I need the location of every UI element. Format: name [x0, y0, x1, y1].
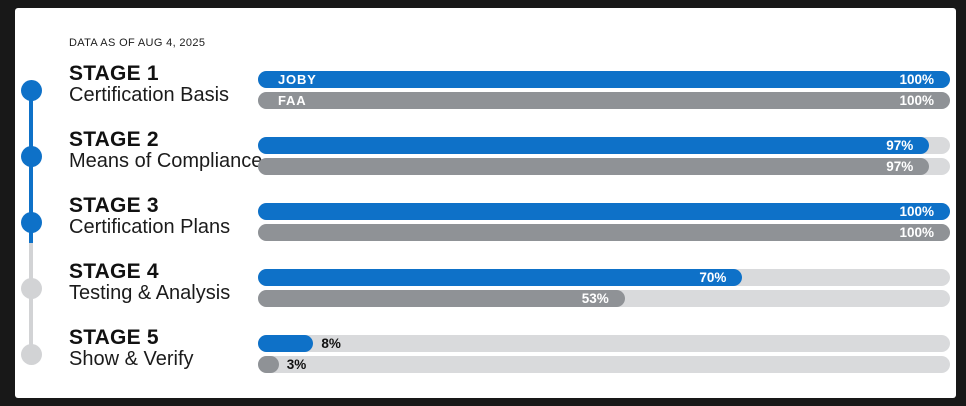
stage-title: STAGE 2 [69, 128, 159, 151]
faa-bar-track: 97% [258, 158, 950, 175]
timeline-segment [29, 156, 33, 222]
timeline-dot [20, 343, 42, 365]
faa-value-label: 3% [286, 357, 307, 372]
faa-value-label: 53% [581, 291, 609, 306]
faa-bar-fill: 100% [258, 224, 950, 241]
joby-bar-fill: JOBY 100% [258, 71, 950, 88]
timeline-dot [20, 79, 42, 101]
timeline-segment [29, 222, 33, 288]
faa-series-label: FAA [278, 93, 307, 108]
joby-bar-track: 8% [258, 335, 950, 352]
joby-bar-fill: 70% [258, 269, 743, 286]
faa-value-label: 100% [899, 93, 934, 108]
stage-row: STAGE 5 Show & Verify 8% 3% [15, 327, 956, 373]
timeline-dot [20, 145, 42, 167]
joby-value-label: 100% [899, 204, 934, 219]
joby-value-label: 97% [886, 138, 914, 153]
joby-value-label: 70% [699, 270, 727, 285]
faa-bar-fill: 53% [258, 290, 625, 307]
stage-subtitle: Certification Basis [69, 84, 230, 106]
stage-title: STAGE 1 [69, 62, 159, 85]
joby-value-label: 100% [899, 72, 934, 87]
timeline-dot [20, 277, 42, 299]
timeline-segment [29, 90, 33, 156]
stage-subtitle: Testing & Analysis [69, 282, 231, 304]
stage-row: STAGE 2 Means of Compliance 97% 97% [15, 129, 956, 175]
faa-bar-track: 3% [258, 356, 950, 373]
faa-value-label: 100% [899, 225, 934, 240]
progress-card: DATA AS OF AUG 4, 2025 STAGE 1 Certifica… [15, 8, 956, 398]
timeline-dot [20, 211, 42, 233]
joby-bar-track: 100% [258, 203, 950, 220]
timeline-segment [29, 288, 33, 354]
faa-bar-track: 53% [258, 290, 950, 307]
joby-bar-track: JOBY 100% [258, 71, 950, 88]
joby-bar-fill [258, 335, 314, 352]
stage-title: STAGE 5 [69, 326, 159, 349]
stage-row: STAGE 3 Certification Plans 100% 100% [15, 195, 956, 241]
data-as-of-label: DATA AS OF AUG 4, 2025 [69, 37, 206, 49]
stage-title: STAGE 4 [69, 260, 159, 283]
joby-bar-fill: 97% [258, 137, 930, 154]
joby-bar-track: 70% [258, 269, 950, 286]
faa-value-label: 97% [886, 159, 914, 174]
faa-bar-fill [258, 356, 279, 373]
stage-row: STAGE 1 Certification Basis JOBY 100% FA… [15, 63, 956, 109]
stage-row: STAGE 4 Testing & Analysis 70% 53% [15, 261, 956, 307]
stage-subtitle: Means of Compliance [69, 150, 263, 172]
stage-subtitle: Certification Plans [69, 216, 231, 238]
joby-value-label: 8% [321, 336, 341, 351]
faa-bar-track: FAA 100% [258, 92, 950, 109]
joby-series-label: JOBY [278, 72, 317, 87]
stage-subtitle: Show & Verify [69, 348, 194, 370]
joby-bar-track: 97% [258, 137, 950, 154]
faa-bar-track: 100% [258, 224, 950, 241]
faa-bar-fill: 97% [258, 158, 930, 175]
faa-bar-fill: FAA 100% [258, 92, 950, 109]
stage-title: STAGE 3 [69, 194, 159, 217]
joby-bar-fill: 100% [258, 203, 950, 220]
